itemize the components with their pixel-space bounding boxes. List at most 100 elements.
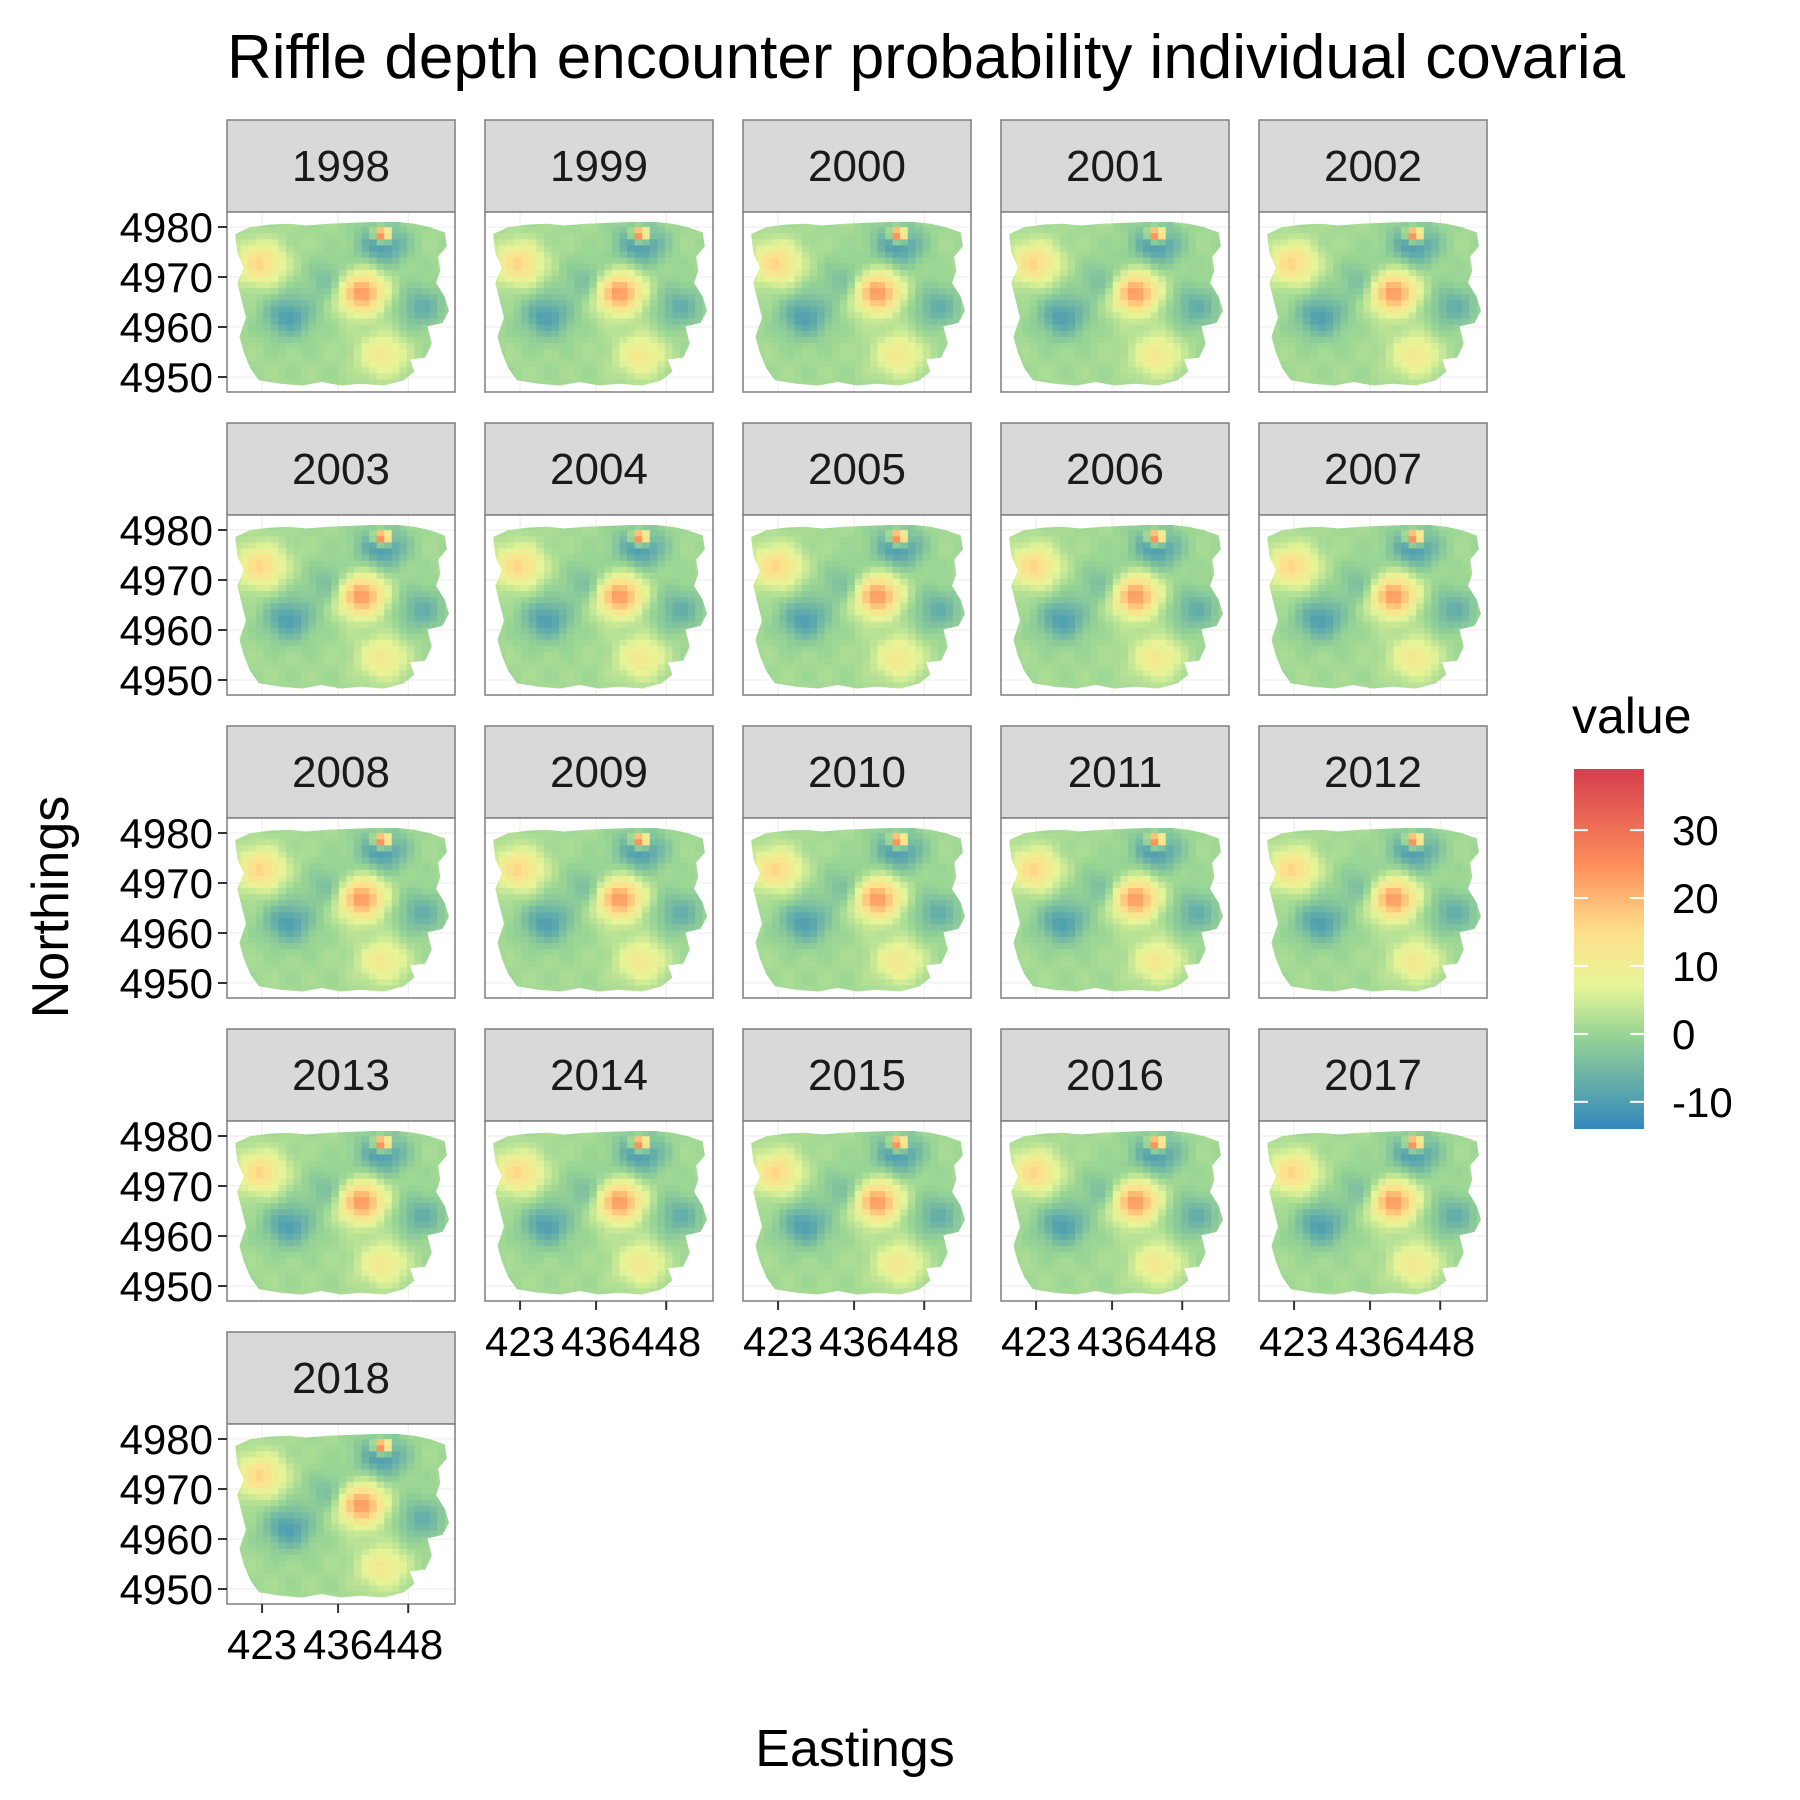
heatmap-cell xyxy=(1135,379,1144,386)
heatmap-cell xyxy=(1067,239,1076,246)
heatmap-cell xyxy=(391,263,400,271)
heatmap-cell xyxy=(892,263,901,271)
heatmap-cell xyxy=(1075,306,1084,313)
heatmap-cell xyxy=(285,239,295,246)
heatmap-cell xyxy=(1317,306,1327,313)
heatmap-cell xyxy=(263,275,272,283)
heatmap-cell xyxy=(1158,281,1167,289)
heatmap-cell xyxy=(1287,263,1296,271)
heatmap-cell xyxy=(1340,294,1349,301)
heatmap-cell xyxy=(406,221,416,228)
heatmap-cell xyxy=(756,275,765,283)
heatmap-cell xyxy=(543,239,553,246)
heatmap-cell xyxy=(1438,263,1448,271)
heatmap-cell xyxy=(316,591,325,598)
heatmap-cell xyxy=(817,257,826,265)
heatmap-cell xyxy=(1378,348,1387,356)
heatmap-cell xyxy=(384,639,393,647)
heatmap-cell xyxy=(278,645,287,653)
heatmap-cell xyxy=(839,348,848,356)
heatmap-cell xyxy=(809,251,818,259)
heatmap-cell xyxy=(877,221,886,228)
heatmap-cell xyxy=(270,597,280,604)
heatmap-cell xyxy=(680,233,689,240)
heatmap-cell xyxy=(809,221,818,228)
heatmap-cell xyxy=(1150,342,1159,350)
heatmap-cell xyxy=(543,312,553,320)
heatmap-cell xyxy=(1355,355,1364,362)
heatmap-cell xyxy=(270,609,280,616)
heatmap-cell xyxy=(285,312,295,320)
heatmap-cell xyxy=(938,227,947,234)
heatmap-cell xyxy=(506,348,515,356)
heatmap-cell xyxy=(384,367,393,374)
heatmap-cell xyxy=(346,348,355,356)
heatmap-cell xyxy=(1408,330,1417,338)
heatmap-cell xyxy=(422,578,431,586)
heatmap-cell xyxy=(1385,288,1395,295)
heatmap-cell xyxy=(627,239,636,246)
heatmap-cell xyxy=(589,251,598,259)
heatmap-cell xyxy=(422,530,431,537)
heatmap-cell xyxy=(376,348,385,356)
heatmap-cell xyxy=(1393,355,1402,362)
heatmap-cell xyxy=(566,245,575,253)
heatmap-cell xyxy=(1022,275,1031,283)
heatmap-cell xyxy=(832,336,841,344)
heatmap-cell xyxy=(664,251,674,259)
heatmap-cell xyxy=(1029,306,1038,313)
heatmap-cell xyxy=(611,318,621,326)
heatmap-cell xyxy=(824,281,833,289)
heatmap-cell xyxy=(1393,306,1402,313)
heatmap-cell xyxy=(960,306,966,313)
heatmap-cell xyxy=(566,263,575,271)
heatmap-cell xyxy=(581,288,590,295)
heatmap-cell xyxy=(506,367,515,374)
heatmap-cell xyxy=(1127,306,1137,313)
heatmap-cell xyxy=(786,330,796,338)
heatmap-cell xyxy=(551,221,560,228)
heatmap-cell xyxy=(817,288,826,295)
heatmap-cell xyxy=(627,269,636,277)
heatmap-cell xyxy=(1196,312,1205,320)
heatmap-cell xyxy=(493,233,500,240)
heatmap-cell xyxy=(1438,288,1448,295)
heatmap-cell xyxy=(1272,239,1281,246)
heatmap-cell xyxy=(240,275,249,283)
heatmap-cell xyxy=(323,348,332,356)
heatmap-cell xyxy=(1075,379,1084,386)
heatmap-cell xyxy=(1165,269,1174,277)
heatmap-cell xyxy=(1416,379,1425,386)
heatmap-cell xyxy=(1150,227,1159,234)
heatmap-cell xyxy=(323,227,332,234)
heatmap-cell xyxy=(353,275,363,283)
heatmap-cell xyxy=(1173,300,1182,307)
heatmap-cell xyxy=(1287,361,1296,368)
heatmap-cell xyxy=(1052,306,1061,313)
heatmap-cell xyxy=(1378,367,1387,374)
heatmap-cell xyxy=(1105,221,1114,228)
heatmap-cell xyxy=(1378,221,1387,228)
heatmap-cell xyxy=(847,330,856,338)
heatmap-cell xyxy=(1037,281,1046,289)
heatmap-cell xyxy=(308,651,317,659)
heatmap-cell xyxy=(331,288,340,295)
heatmap-cell xyxy=(263,615,272,623)
heatmap-cell xyxy=(528,263,538,271)
heatmap-cell xyxy=(1196,330,1205,338)
heatmap-cell xyxy=(270,591,280,598)
heatmap-cell xyxy=(1438,294,1448,301)
heatmap-cell xyxy=(1431,373,1440,380)
heatmap-cell xyxy=(559,300,568,307)
heatmap-cell xyxy=(566,306,575,313)
heatmap-cell xyxy=(551,294,560,301)
heatmap-cell xyxy=(1180,257,1190,265)
heatmap-cell xyxy=(338,348,348,356)
heatmap-cell xyxy=(1416,288,1425,295)
heatmap-cell xyxy=(1401,361,1410,368)
heatmap-cell xyxy=(437,609,446,616)
heatmap-cell xyxy=(1340,342,1349,350)
heatmap-cell xyxy=(611,342,621,350)
heatmap-cell xyxy=(1416,318,1425,326)
heatmap-cell xyxy=(1052,288,1061,295)
